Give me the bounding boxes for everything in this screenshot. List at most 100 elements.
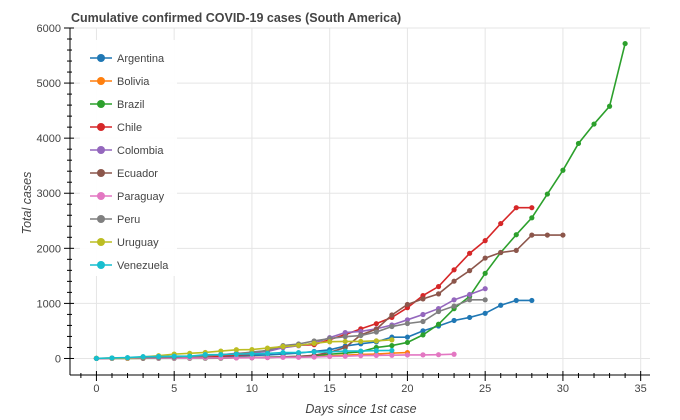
legend-label-bolivia: Bolivia: [117, 76, 150, 88]
data-point-brazil: [420, 332, 426, 338]
data-point-uruguay: [264, 345, 271, 351]
x-tick-label: 10: [246, 383, 258, 395]
data-point-uruguay: [233, 347, 239, 353]
legend-label-venezuela: Venezuela: [117, 260, 169, 272]
data-point-paraguay: [249, 355, 255, 361]
data-point-argentina: [498, 302, 504, 308]
data-point-brazil: [529, 215, 535, 221]
data-point-chile: [529, 205, 535, 211]
x-tick-label: 30: [557, 383, 569, 395]
data-point-uruguay: [249, 346, 255, 353]
data-point-peru: [404, 320, 411, 327]
y-tick-label: 0: [55, 353, 61, 365]
chart-title: Cumulative confirmed COVID-19 cases (Sou…: [71, 11, 401, 25]
legend-swatch-marker: [97, 123, 105, 131]
data-point-uruguay: [389, 337, 395, 343]
data-point-brazil: [544, 191, 550, 197]
data-point-paraguay: [264, 354, 271, 361]
data-point-argentina: [513, 297, 519, 304]
legend-item-argentina: Argentina: [90, 53, 165, 65]
legend-label-brazil: Brazil: [117, 99, 145, 111]
y-tick-label: 4000: [37, 133, 61, 145]
data-point-ecuador: [482, 255, 488, 261]
data-point-ecuador: [529, 232, 535, 238]
x-tick-label: 35: [635, 383, 647, 395]
data-point-peru: [389, 323, 395, 330]
legend-item-uruguay: Uruguay: [90, 237, 159, 249]
data-point-colombia: [342, 329, 348, 336]
data-point-uruguay: [358, 338, 364, 345]
y-tick-label: 1000: [37, 298, 61, 310]
data-point-colombia: [467, 291, 473, 298]
data-point-paraguay: [280, 354, 286, 360]
data-point-uruguay: [373, 338, 379, 344]
data-point-chile: [482, 238, 488, 244]
data-point-peru: [451, 303, 457, 309]
data-point-paraguay: [311, 354, 317, 360]
data-point-paraguay: [435, 352, 442, 358]
data-point-peru: [342, 334, 348, 340]
legend-swatch-marker: [97, 54, 105, 62]
data-point-paraguay: [358, 353, 364, 359]
data-point-argentina: [467, 314, 473, 321]
data-point-brazil: [622, 40, 628, 47]
data-point-brazil: [435, 321, 442, 327]
legend-label-paraguay: Paraguay: [117, 191, 165, 203]
y-tick-label: 2000: [37, 243, 61, 255]
data-point-chile: [467, 250, 473, 256]
data-point-brazil: [389, 342, 395, 349]
data-point-uruguay: [311, 340, 317, 346]
data-point-venezuela: [327, 349, 333, 355]
y-tick-label: 6000: [37, 23, 61, 35]
data-point-argentina: [529, 297, 535, 304]
x-tick-label: 25: [479, 383, 491, 395]
data-point-venezuela: [187, 353, 193, 359]
legend-item-brazil: Brazil: [90, 99, 145, 111]
series-layer: [93, 40, 628, 362]
legend-item-chile: Chile: [90, 122, 142, 134]
data-point-venezuela: [358, 348, 364, 354]
legend-swatch-marker: [97, 192, 105, 200]
data-point-peru: [373, 329, 379, 335]
data-point-argentina: [404, 334, 411, 340]
legend-box: [80, 40, 177, 276]
data-point-ecuador: [544, 232, 550, 238]
legend-item-venezuela: Venezuela: [90, 260, 169, 272]
data-point-paraguay: [451, 351, 457, 357]
legend-item-ecuador: Ecuador: [90, 168, 158, 180]
x-axis-label: Days since 1st case: [305, 402, 416, 416]
data-point-argentina: [420, 328, 426, 334]
data-point-venezuela: [311, 349, 317, 355]
data-point-venezuela: [124, 354, 131, 361]
y-axis-label: Total cases: [20, 172, 34, 235]
data-point-paraguay: [373, 352, 379, 358]
legend-label-peru: Peru: [117, 214, 140, 226]
data-point-brazil: [591, 121, 597, 127]
data-point-venezuela: [218, 352, 224, 358]
data-point-chile: [435, 283, 442, 290]
data-point-colombia: [482, 286, 488, 292]
data-point-paraguay: [420, 352, 426, 358]
legend-label-ecuador: Ecuador: [117, 168, 158, 180]
series-venezuela: [93, 347, 395, 361]
data-point-peru: [358, 332, 364, 339]
data-point-venezuela: [249, 351, 255, 357]
legend-label-chile: Chile: [117, 122, 142, 134]
data-point-ecuador: [389, 312, 395, 318]
x-tick-label: 5: [171, 383, 177, 395]
data-point-ecuador: [435, 291, 442, 297]
data-point-ecuador: [498, 249, 504, 256]
data-point-venezuela: [140, 354, 146, 360]
data-point-venezuela: [373, 347, 379, 354]
data-point-peru: [435, 308, 442, 315]
data-point-brazil: [482, 270, 488, 276]
data-point-chile: [373, 321, 379, 327]
data-point-chile: [513, 205, 519, 211]
legend-item-bolivia: Bolivia: [90, 76, 150, 88]
data-point-ecuador: [513, 247, 519, 254]
data-point-venezuela: [342, 348, 348, 354]
data-point-venezuela: [156, 353, 162, 360]
data-point-paraguay: [233, 355, 239, 361]
axes: [69, 28, 650, 376]
data-point-colombia: [420, 311, 426, 318]
